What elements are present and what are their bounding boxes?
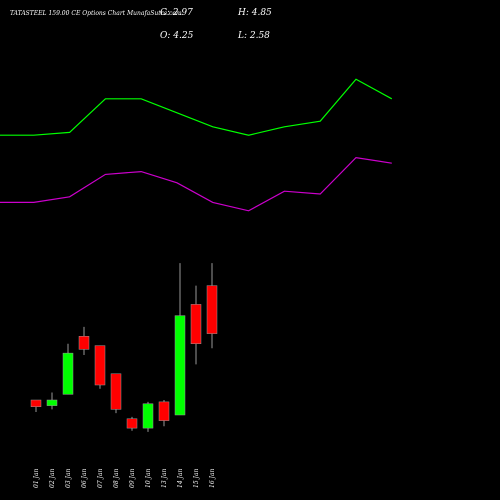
- date-tick-label: 15 Jan: [193, 468, 200, 488]
- high-value: H: 4.85: [237, 8, 272, 18]
- date-tick-label: 01 Jan: [33, 468, 40, 488]
- date-axis-labels: 01 Jan 02 Jan 03 Jan 06 Jan 07 Jan 08 Jan 09 J…: [33, 468, 216, 488]
- date-tick-label: 08 Jan: [113, 468, 120, 488]
- low-value: L: 2.58: [237, 31, 270, 41]
- candle-body: [174, 315, 186, 416]
- candle-body: [158, 401, 170, 421]
- candle-body: [46, 399, 58, 406]
- date-tick-label: 06 Jan: [81, 468, 88, 488]
- close-value: C: 2.97: [160, 8, 193, 18]
- chart-title: TATASTEEL 159.00 CE Options Chart Munafa…: [10, 10, 182, 17]
- date-tick-label: 16 Jan: [209, 468, 216, 488]
- candle-body: [206, 285, 218, 334]
- date-tick-label: 09 Jan: [129, 468, 136, 488]
- date-tick-label: 10 Jan: [145, 468, 152, 488]
- date-tick-label: 07 Jan: [97, 468, 104, 488]
- date-tick-label: 02 Jan: [49, 468, 56, 488]
- candle-body: [190, 304, 202, 344]
- candle-body: [94, 345, 106, 386]
- candle-body: [126, 418, 138, 429]
- date-tick-label: 03 Jan: [65, 468, 72, 488]
- open-value: O: 4.25: [160, 31, 194, 41]
- upper-band-line: [0, 78, 393, 136]
- lower-band-line: [0, 156, 392, 212]
- candlesticks: [30, 263, 218, 432]
- candle-body: [30, 399, 42, 407]
- band-lines: [0, 78, 393, 212]
- candle-body: [78, 336, 90, 350]
- candle-body: [142, 403, 154, 429]
- candle-body: [62, 352, 74, 395]
- date-tick-label: 13 Jan: [161, 468, 168, 488]
- candle-body: [110, 373, 122, 410]
- date-tick-label: 14 Jan: [177, 468, 184, 488]
